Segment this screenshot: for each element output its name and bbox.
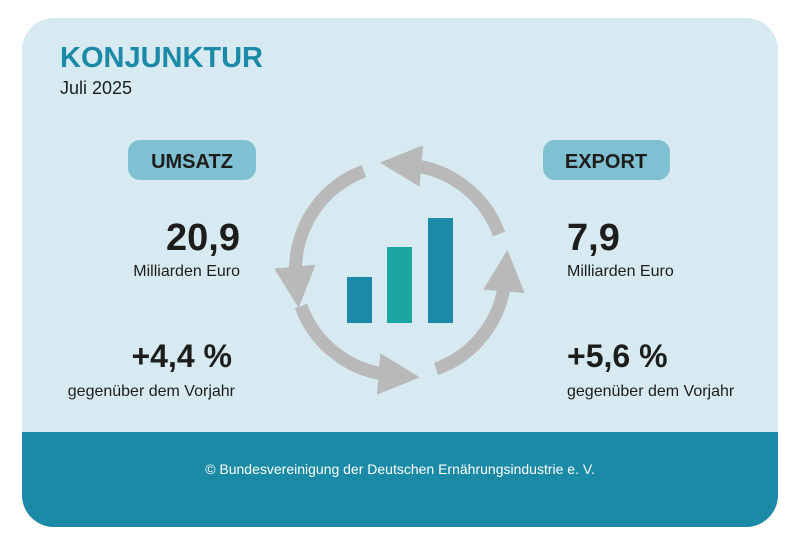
icon-bar bbox=[428, 218, 453, 323]
cycle-arrow bbox=[274, 164, 367, 309]
icon-bar bbox=[347, 277, 372, 323]
unit: Milliarden Euro bbox=[567, 263, 674, 280]
section-label: UMSATZ bbox=[151, 151, 233, 173]
change: +4,4 % bbox=[131, 338, 232, 374]
subtitle: Juli 2025 bbox=[60, 78, 132, 98]
unit: Milliarden Euro bbox=[133, 263, 240, 280]
value: 7,9 bbox=[567, 217, 620, 259]
footer-text: © Bundesvereinigung der Deutschen Ernähr… bbox=[205, 461, 595, 477]
change-label: gegenüber dem Vorjahr bbox=[567, 383, 735, 400]
title: KONJUNKTUR bbox=[60, 42, 263, 74]
card bbox=[22, 18, 778, 527]
change: +5,6 % bbox=[567, 338, 668, 374]
cycle-arrow bbox=[433, 249, 525, 376]
section-label: EXPORT bbox=[565, 151, 647, 173]
label-pill bbox=[543, 140, 670, 180]
cycle-arrow bbox=[294, 303, 421, 395]
icon-bar bbox=[387, 247, 412, 323]
cycle-arrow bbox=[379, 145, 506, 237]
label-pill bbox=[128, 140, 256, 180]
footer-band bbox=[22, 432, 778, 527]
change-label: gegenüber dem Vorjahr bbox=[68, 383, 236, 400]
cycle-icon bbox=[274, 145, 525, 395]
value: 20,9 bbox=[166, 217, 240, 259]
